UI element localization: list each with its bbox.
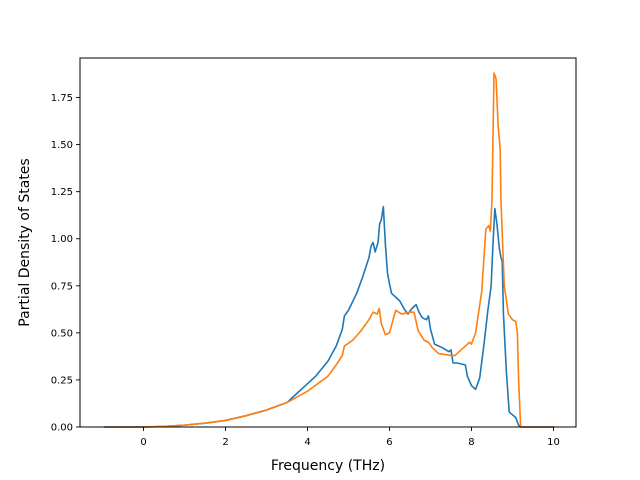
x-tick-label: 8	[468, 437, 474, 448]
y-tick-label: 0.50	[51, 328, 73, 339]
y-axis-label: Partial Density of States	[17, 158, 33, 326]
x-axis-ticks: 0 2 4 6 8 10	[140, 427, 560, 448]
series-line-1	[103, 205, 555, 428]
y-tick-label: 1.00	[51, 234, 73, 245]
y-axis-ticks: 0.00 0.25 0.50 0.75 1.00 1.25 1.50 1.75	[51, 93, 80, 434]
y-tick-label: 1.75	[51, 93, 73, 104]
x-tick-label: 6	[386, 437, 392, 448]
plot-area	[80, 58, 576, 427]
y-tick-label: 0.00	[51, 423, 73, 434]
y-tick-label: 1.25	[51, 187, 73, 198]
series-layer	[103, 72, 555, 428]
x-tick-label: 4	[304, 437, 310, 448]
y-tick-label: 1.50	[51, 140, 73, 151]
y-tick-label: 0.75	[51, 281, 73, 292]
x-axis-label: Frequency (THz)	[271, 458, 385, 474]
x-tick-label: 0	[140, 437, 146, 448]
series-line-2	[103, 72, 555, 428]
x-tick-label: 10	[547, 437, 560, 448]
x-tick-label: 2	[222, 437, 228, 448]
y-tick-label: 0.25	[51, 375, 73, 386]
plot-frame	[79, 57, 577, 428]
